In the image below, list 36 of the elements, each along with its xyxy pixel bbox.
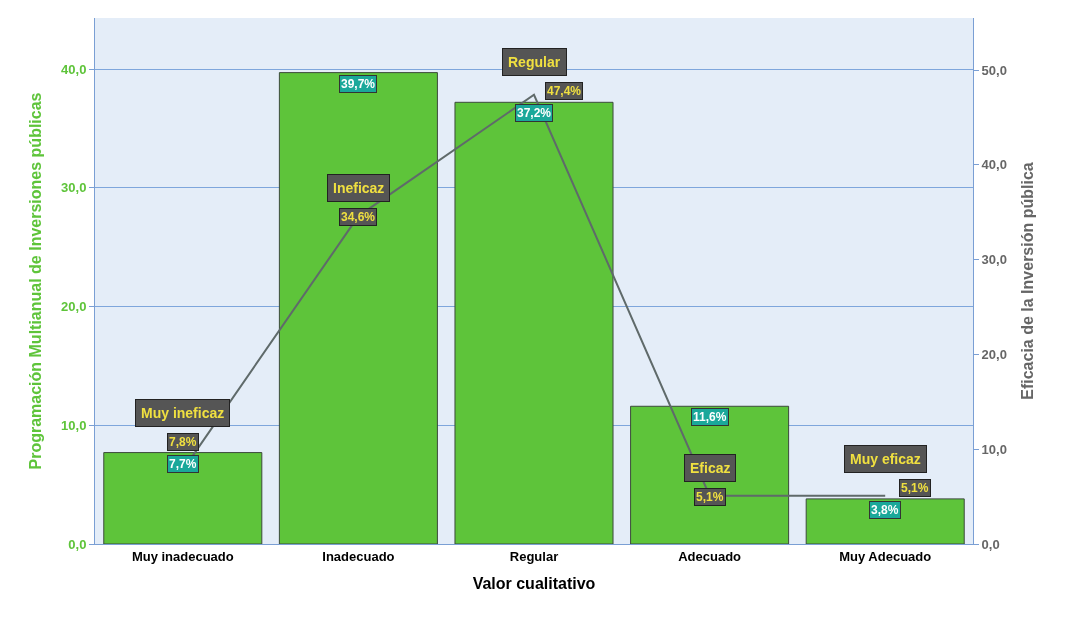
data-label: 11,6%: [693, 410, 727, 424]
data-label: 39,7%: [341, 77, 376, 91]
annotation: Eficaz: [690, 460, 731, 476]
data-label: 7,7%: [169, 457, 197, 471]
data-label: 47,4%: [547, 84, 582, 98]
data-label: 3,8%: [871, 503, 899, 517]
y2-tick-label: 0,0: [981, 536, 1000, 552]
y2-axis-title: Eficacia de la Inversión pública: [1018, 162, 1036, 400]
annotation: Muy eficaz: [850, 451, 921, 467]
y2-tick-label: 30,0: [981, 252, 1007, 268]
y-tick-label: 20,0: [61, 299, 87, 315]
y2-tick-label: 40,0: [981, 157, 1007, 173]
y2-tick-label: 10,0: [981, 441, 1007, 457]
x-tick-label: Muy Adecuado: [839, 548, 932, 564]
x-axis-title: Valor cualitativo: [472, 575, 596, 593]
y-tick-label: 40,0: [61, 61, 87, 77]
y-tick-label: 30,0: [61, 180, 87, 196]
x-tick-label: Regular: [509, 548, 559, 564]
bar: [278, 72, 438, 544]
y2-tick-label: 50,0: [981, 62, 1007, 78]
x-tick-label: Muy inadecuado: [131, 548, 234, 564]
data-label: 5,1%: [901, 481, 929, 495]
y-axis-title: Programación Multianual de Inversiones públicas: [26, 92, 44, 470]
bar: [805, 498, 965, 544]
y-tick-label: 10,0: [61, 417, 87, 433]
x-tick-label: Adecuado: [678, 548, 742, 564]
annotation: Muy ineficaz: [141, 405, 225, 421]
bar: [103, 452, 263, 544]
annotation: Ineficaz: [333, 180, 385, 196]
data-label: 7,8%: [169, 435, 197, 449]
y2-tick-label: 20,0: [981, 347, 1007, 362]
y-tick-label: 0,0: [68, 536, 87, 552]
bar: [454, 101, 614, 544]
annotation: Regular: [508, 54, 561, 70]
data-label: 37,2%: [517, 106, 552, 120]
x-tick-label: Inadecuado: [322, 548, 395, 564]
